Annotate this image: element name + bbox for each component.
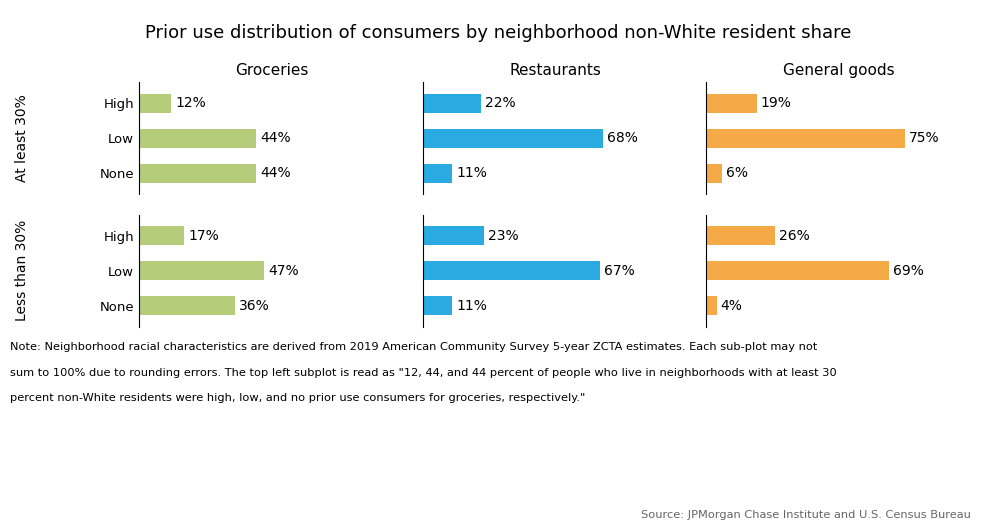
Text: 11%: 11% [456, 298, 487, 313]
Bar [423, 164, 452, 183]
Text: At least 30%: At least 30% [15, 95, 29, 182]
Bar [423, 296, 452, 315]
Text: 67%: 67% [605, 263, 635, 278]
Bar [423, 261, 601, 280]
Text: 36%: 36% [239, 298, 270, 313]
Bar [706, 296, 717, 315]
Bar [139, 93, 171, 113]
Bar [423, 93, 481, 113]
Bar [423, 129, 603, 148]
Title: Restaurants: Restaurants [509, 63, 602, 79]
Text: 44%: 44% [260, 131, 291, 145]
Title: General goods: General goods [783, 63, 894, 79]
Text: Source: JPMorgan Chase Institute and U.S. Census Bureau: Source: JPMorgan Chase Institute and U.S… [641, 510, 971, 520]
Bar [139, 129, 256, 148]
Text: 4%: 4% [721, 298, 743, 313]
Text: Less than 30%: Less than 30% [15, 220, 29, 321]
Text: 12%: 12% [175, 96, 206, 110]
Bar [139, 296, 235, 315]
Bar [139, 164, 256, 183]
Bar [706, 226, 775, 245]
Bar [139, 226, 184, 245]
Text: 75%: 75% [909, 131, 939, 145]
Text: 19%: 19% [761, 96, 792, 110]
Text: sum to 100% due to rounding errors. The top left subplot is read as "12, 44, and: sum to 100% due to rounding errors. The … [10, 368, 837, 378]
Bar [139, 261, 264, 280]
Text: Note: Neighborhood racial characteristics are derived from 2019 American Communi: Note: Neighborhood racial characteristic… [10, 342, 818, 353]
Bar [706, 261, 889, 280]
Text: 26%: 26% [779, 228, 810, 243]
Text: 17%: 17% [188, 228, 219, 243]
Text: 69%: 69% [893, 263, 924, 278]
Bar [706, 164, 722, 183]
Text: 68%: 68% [607, 131, 637, 145]
Bar [423, 226, 484, 245]
Text: 11%: 11% [456, 166, 487, 181]
Bar [706, 129, 905, 148]
Bar [706, 93, 757, 113]
Title: Groceries: Groceries [235, 63, 309, 79]
Text: 22%: 22% [485, 96, 516, 110]
Text: 6%: 6% [726, 166, 748, 181]
Text: 23%: 23% [488, 228, 518, 243]
Text: percent non-White residents were high, low, and no prior use consumers for groce: percent non-White residents were high, l… [10, 393, 586, 404]
Text: 47%: 47% [268, 263, 299, 278]
Text: 44%: 44% [260, 166, 291, 181]
Text: Prior use distribution of consumers by neighborhood non-White resident share: Prior use distribution of consumers by n… [144, 24, 852, 42]
